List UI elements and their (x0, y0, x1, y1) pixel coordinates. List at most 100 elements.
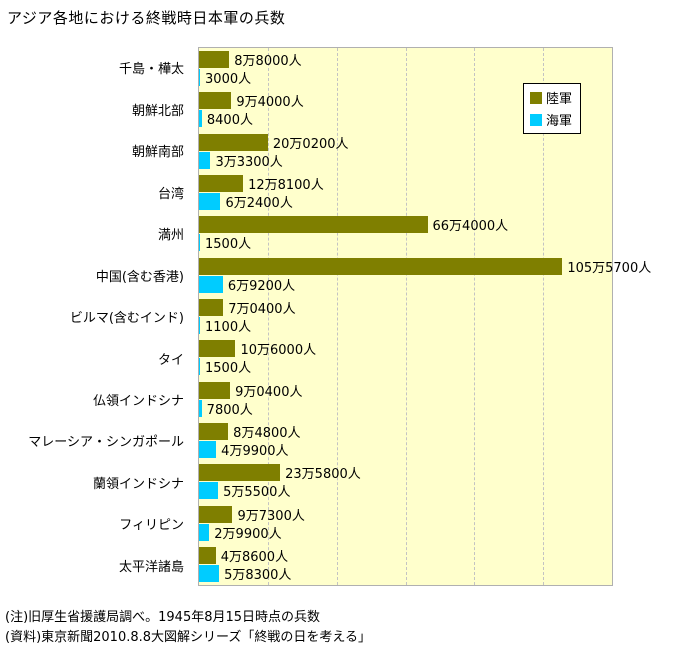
bar-value-label: 3000人 (205, 72, 252, 88)
legend: 陸軍 海軍 (523, 83, 582, 134)
bar-group: 9万0400人 7800人 (199, 379, 612, 420)
bar-line-navy: 5万5500人 (199, 482, 612, 500)
navy-bar (199, 399, 202, 417)
category-labels: 千島・樺太朝鮮北部朝鮮南部台湾満州中国(含む香港) ビルマ(含むインド) タイ仏領イ… (0, 47, 191, 586)
army-bar (199, 92, 232, 110)
bar-line-navy: 8400人 (199, 110, 612, 129)
category-label: 朝鮮南部 (131, 145, 184, 161)
bar-line-navy: 3万3300人 (199, 151, 612, 170)
army-bar (199, 422, 229, 440)
bar-line-army: 7万0400人 (199, 299, 612, 318)
category-label: 台湾 (157, 186, 184, 202)
category-label: 満州 (157, 228, 184, 244)
bar-line-navy: 6万9200人 (199, 275, 612, 294)
legend-row-army: 陸軍 (530, 88, 572, 107)
navy-bar (199, 234, 200, 252)
bar-value-label: 8万8000人 (234, 54, 302, 70)
army-bar (199, 133, 268, 151)
bar-group: 9万4000人 8400人 (199, 89, 612, 130)
bar-line-army: 105万5700人 (199, 257, 651, 276)
navy-bar (199, 193, 221, 211)
category-label: 朝鮮北部 (131, 103, 184, 119)
bar-line-army: 9万0400人 (199, 381, 612, 400)
bar-line-navy: 4万9900人 (199, 440, 612, 459)
legend-row-navy: 海軍 (530, 110, 572, 129)
gridline (405, 48, 407, 585)
bar-line-navy: 7800人 (199, 399, 612, 418)
category-label: ビルマ(含むインド) (69, 311, 184, 327)
category-label: 太平洋諸島 (118, 559, 184, 575)
gridline (543, 48, 545, 585)
army-bar (199, 505, 233, 523)
bar-line-army: 23万5800人 (199, 464, 612, 483)
navy-swatch-icon (530, 113, 542, 126)
bar-group: 8万4800人 4万9900人 (199, 420, 612, 461)
chart-title: アジア各地における終戦時日本軍の兵数 (7, 9, 286, 27)
bar-value-label: 8400人 (206, 113, 253, 129)
navy-bar (199, 564, 220, 582)
bar-value-label: 2万9900人 (214, 526, 282, 542)
bar-line-navy: 1100人 (199, 317, 612, 336)
bar-value-label: 1500人 (205, 237, 252, 253)
navy-bar (199, 317, 200, 335)
bar-value-label: 105万5700人 (567, 260, 652, 276)
bar-value-label: 9万4000人 (236, 95, 304, 111)
navy-bar (199, 151, 211, 169)
bar-line-army: 9万7300人 (199, 505, 612, 524)
bar-line-navy: 1500人 (199, 234, 612, 253)
bar-group: 66万4000人 1500人 (199, 213, 612, 254)
bar-value-label: 10万6000人 (240, 343, 317, 359)
category-label: タイ (157, 352, 184, 368)
bar-value-label: 4万9900人 (221, 443, 289, 459)
category-label: 中国(含む香港) (95, 269, 184, 285)
bar-line-army: 20万0200人 (199, 133, 612, 152)
bar-line-army: 12万8100人 (199, 175, 612, 193)
bar-line-navy: 1500人 (199, 358, 612, 376)
navy-bar (199, 523, 210, 541)
bar-value-label: 66万4000人 (432, 219, 509, 235)
bar-rows: 8万8000人 3000人 9万4000人 8400人 20万0200人 3万3300人 1… (199, 48, 651, 585)
category-label: フィリピン (119, 518, 184, 534)
bar-value-label: 9万7300人 (237, 508, 305, 524)
source-notes: (注)旧厚生省援護局調べ。1945年8月15日時点の兵数 (資料)東京新聞201… (5, 608, 371, 648)
army-swatch-icon (530, 91, 542, 104)
navy-bar (199, 275, 223, 293)
bar-value-label: 9万0400人 (235, 384, 303, 400)
bar-group: 9万7300人 2万9900人 (199, 502, 612, 543)
category-label: マレーシア・シンガポール (28, 435, 184, 451)
plot-area: 8万8000人 3000人 9万4000人 8400人 20万0200人 3万3300人 1… (198, 47, 651, 586)
bar-line-navy: 3000人 (199, 69, 612, 88)
bar-value-label: 23万5800人 (285, 467, 361, 483)
bar-line-army: 10万6000人 (199, 340, 612, 359)
bar-group: 105万5700人 6万9200人 (199, 255, 651, 296)
navy-bar (199, 69, 201, 87)
bar-group: 23万5800人 5万5500人 (199, 461, 612, 502)
army-bar (199, 257, 563, 275)
army-bar (199, 216, 428, 234)
bar-value-label: 6万9200人 (227, 278, 296, 294)
bar-value-label: 1100人 (205, 320, 252, 336)
category-label: 千島・樺太 (118, 62, 184, 78)
bar-group: 8万8000人 3000人 (199, 48, 612, 89)
bar-group: 12万8100人 6万2400人 (199, 172, 612, 213)
bar-group: 4万8600人 5万8300人 (199, 544, 612, 585)
bar-line-army: 66万4000人 (199, 216, 612, 235)
bar-value-label: 7万0400人 (228, 302, 296, 318)
bar-value-label: 5万8300人 (224, 567, 292, 583)
navy-bar (199, 482, 219, 500)
gridline (267, 48, 269, 585)
legend-navy-label: 海軍 (546, 114, 573, 129)
category-label: 蘭領インドシナ (92, 476, 184, 492)
navy-bar (199, 110, 202, 128)
legend-army-label: 陸軍 (546, 92, 573, 107)
gridline (336, 48, 338, 585)
category-label: 仏領インドシナ (92, 393, 184, 409)
gridline (474, 48, 476, 585)
note-line-2: (資料)東京新聞2010.8.8大図解シリーズ「終戦の日を考える」 (5, 630, 371, 645)
bar-value-label: 3万3300人 (215, 154, 283, 170)
bar-line-navy: 2万9900人 (199, 523, 612, 542)
bar-value-label: 6万2400人 (225, 196, 293, 212)
army-bar (199, 299, 224, 317)
bar-line-navy: 5万8300人 (199, 564, 612, 583)
